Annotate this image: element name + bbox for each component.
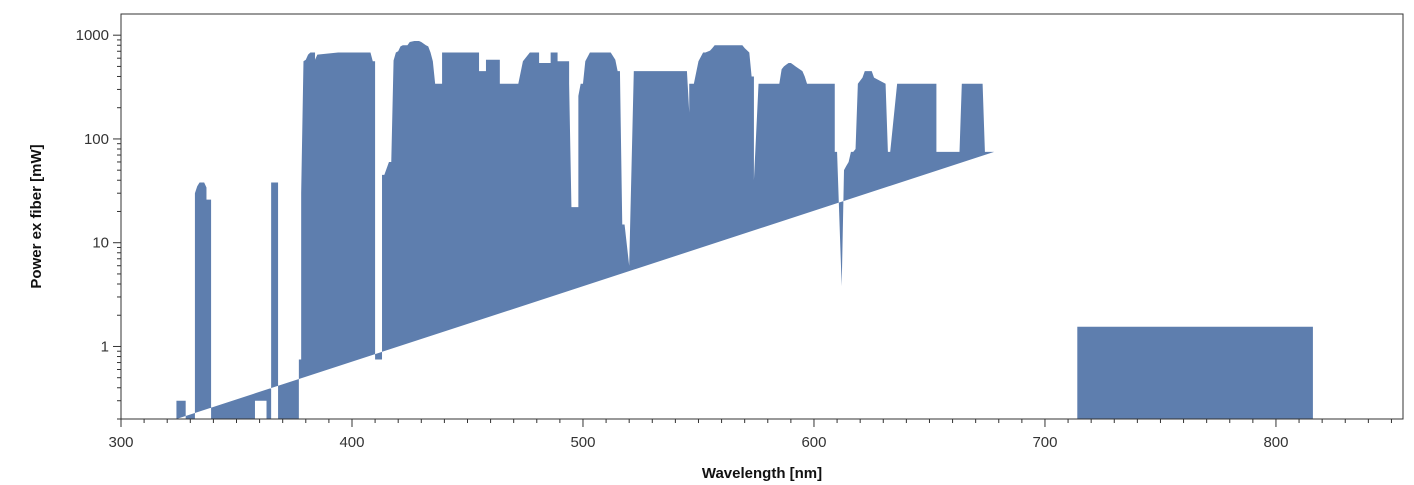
x-tick-label: 300 bbox=[108, 434, 133, 451]
x-tick-label: 500 bbox=[570, 434, 595, 451]
y-tick-label: 10 bbox=[92, 235, 109, 252]
tick-layer: 300 400 500 600 700 800 1 10 100 1000 bbox=[76, 27, 1392, 451]
x-tick-label: 400 bbox=[339, 434, 364, 451]
x-tick-label: 600 bbox=[801, 434, 826, 451]
x-axis-title: Wavelength [nm] bbox=[702, 465, 822, 482]
area-layer bbox=[176, 40, 1313, 419]
y-tick-label: 1000 bbox=[76, 27, 109, 44]
x-tick-label: 800 bbox=[1263, 434, 1288, 451]
area-series-1 bbox=[176, 40, 995, 419]
y-tick-label: 100 bbox=[84, 131, 109, 148]
plot-frame bbox=[120, 13, 1404, 420]
area-series-2 bbox=[1077, 326, 1313, 419]
y-axis-title: Power ex fiber [mW] bbox=[28, 144, 45, 288]
y-tick-label: 1 bbox=[101, 338, 109, 355]
x-tick-label: 700 bbox=[1032, 434, 1057, 451]
